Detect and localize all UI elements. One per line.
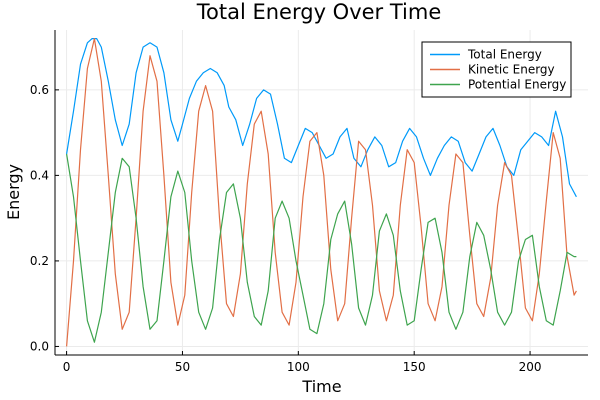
x-axis-label: Time (301, 377, 341, 396)
kinetic-energy-line (66, 37, 577, 347)
x-tick-label: 0 (63, 360, 71, 374)
total-energy-line (66, 37, 577, 198)
legend-label-total-energy: Total Energy (467, 48, 542, 62)
series-lines (66, 37, 577, 347)
potential-energy-line (66, 153, 577, 343)
y-tick-label: 0.6 (30, 83, 49, 97)
x-tick-label: 150 (403, 360, 426, 374)
legend-label-kinetic-energy: Kinetic Energy (468, 63, 555, 77)
x-tick-label: 100 (287, 360, 310, 374)
legend-label-potential-energy: Potential Energy (468, 78, 566, 92)
y-axis-label: Energy (4, 164, 23, 220)
y-tick-label: 0.2 (30, 254, 49, 268)
tick-labels: 0 50 100 150 200 0.0 0.2 0.4 0.6 (30, 83, 542, 374)
axes (54, 30, 588, 356)
chart-title: Total Energy Over Time (196, 0, 442, 24)
y-tick-label: 0.0 (30, 339, 49, 353)
x-tick-label: 200 (519, 360, 542, 374)
x-tick-label: 50 (175, 360, 190, 374)
y-tick-label: 0.4 (30, 168, 49, 182)
